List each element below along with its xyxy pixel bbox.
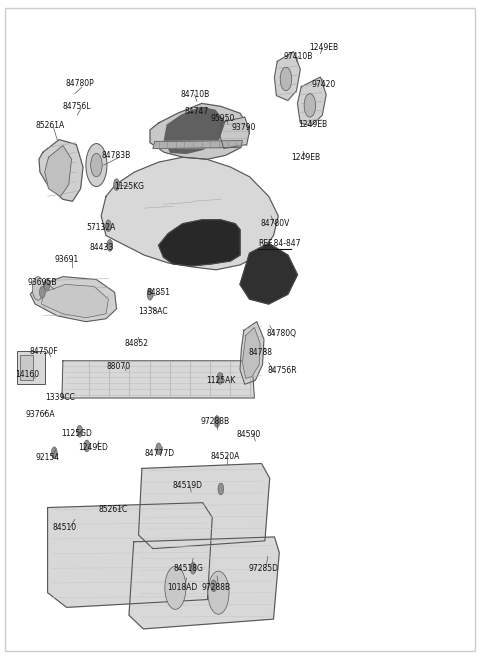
Text: 93691: 93691	[54, 254, 79, 263]
Text: 84747: 84747	[185, 107, 209, 116]
Text: 84852: 84852	[124, 338, 148, 348]
Text: 84851: 84851	[147, 288, 171, 297]
Circle shape	[211, 580, 216, 592]
Text: 84783B: 84783B	[101, 151, 131, 160]
Circle shape	[77, 425, 83, 437]
Circle shape	[106, 220, 111, 232]
Text: 84780Q: 84780Q	[266, 329, 296, 338]
Circle shape	[218, 483, 224, 495]
Polygon shape	[139, 464, 270, 549]
Text: 97288B: 97288B	[201, 417, 230, 426]
Text: 1338AC: 1338AC	[139, 307, 168, 317]
Polygon shape	[240, 243, 298, 304]
Polygon shape	[48, 503, 212, 607]
Text: 85261A: 85261A	[35, 122, 64, 131]
Polygon shape	[153, 141, 242, 148]
Polygon shape	[164, 107, 225, 153]
Text: 97420: 97420	[312, 80, 336, 89]
Text: 93766A: 93766A	[25, 410, 55, 419]
Text: 84756L: 84756L	[63, 102, 91, 111]
Text: 95950: 95950	[210, 114, 235, 123]
Text: 1249ED: 1249ED	[78, 443, 108, 453]
Text: 1249EB: 1249EB	[292, 153, 321, 162]
Text: REF.84-847: REF.84-847	[258, 239, 300, 248]
Polygon shape	[129, 537, 279, 629]
Polygon shape	[275, 52, 300, 101]
Circle shape	[39, 286, 45, 298]
Text: 1125KG: 1125KG	[115, 182, 144, 191]
FancyBboxPatch shape	[17, 351, 45, 384]
Circle shape	[156, 443, 161, 455]
Text: 84780P: 84780P	[65, 79, 94, 89]
Text: 93695B: 93695B	[27, 278, 57, 287]
Text: 92154: 92154	[35, 453, 59, 462]
Circle shape	[114, 179, 120, 191]
Circle shape	[51, 447, 57, 459]
Circle shape	[107, 239, 113, 251]
Text: 14160: 14160	[15, 370, 39, 379]
Text: 84750F: 84750F	[29, 346, 58, 355]
Polygon shape	[101, 157, 278, 270]
Text: 1125AK: 1125AK	[206, 376, 236, 385]
Circle shape	[165, 566, 186, 609]
Text: 84710B: 84710B	[180, 90, 209, 99]
Text: 1125GD: 1125GD	[61, 429, 92, 438]
Text: 84519D: 84519D	[172, 480, 202, 489]
Circle shape	[304, 94, 316, 117]
Circle shape	[44, 279, 50, 290]
Text: 84518G: 84518G	[174, 564, 204, 573]
Circle shape	[208, 571, 229, 614]
Circle shape	[91, 153, 102, 177]
Text: 84788: 84788	[249, 348, 273, 357]
Text: 1249EB: 1249EB	[310, 43, 338, 52]
Polygon shape	[62, 361, 254, 398]
Text: 84777D: 84777D	[144, 449, 174, 458]
Text: 1339CC: 1339CC	[45, 394, 74, 403]
Text: 57132A: 57132A	[86, 223, 115, 232]
Polygon shape	[30, 277, 117, 322]
FancyBboxPatch shape	[20, 355, 33, 380]
Text: 97288B: 97288B	[202, 583, 231, 593]
Text: 93790: 93790	[231, 124, 256, 133]
Text: 1249EB: 1249EB	[299, 120, 327, 129]
Circle shape	[86, 144, 107, 187]
Circle shape	[214, 416, 220, 427]
Polygon shape	[150, 103, 250, 159]
Polygon shape	[220, 117, 250, 148]
Circle shape	[190, 562, 196, 574]
Polygon shape	[240, 322, 264, 384]
Circle shape	[147, 288, 153, 300]
Circle shape	[280, 67, 292, 91]
Text: 84433: 84433	[89, 243, 113, 252]
Circle shape	[32, 277, 44, 300]
Text: 85261C: 85261C	[99, 505, 128, 514]
Polygon shape	[158, 220, 240, 266]
Text: 97410B: 97410B	[283, 52, 312, 61]
Polygon shape	[298, 77, 326, 126]
Text: 84756R: 84756R	[268, 366, 298, 375]
Text: 84590: 84590	[236, 430, 261, 439]
Text: 97285D: 97285D	[249, 564, 278, 573]
Circle shape	[84, 440, 90, 452]
Polygon shape	[41, 284, 108, 318]
Polygon shape	[45, 145, 72, 196]
Text: 84780V: 84780V	[260, 219, 289, 228]
Polygon shape	[242, 328, 260, 378]
Text: 88070: 88070	[107, 362, 131, 371]
Circle shape	[217, 373, 223, 384]
Text: 84520A: 84520A	[210, 452, 240, 461]
Polygon shape	[39, 140, 83, 201]
Text: 1018AD: 1018AD	[167, 583, 197, 593]
Text: 84510: 84510	[52, 522, 76, 532]
